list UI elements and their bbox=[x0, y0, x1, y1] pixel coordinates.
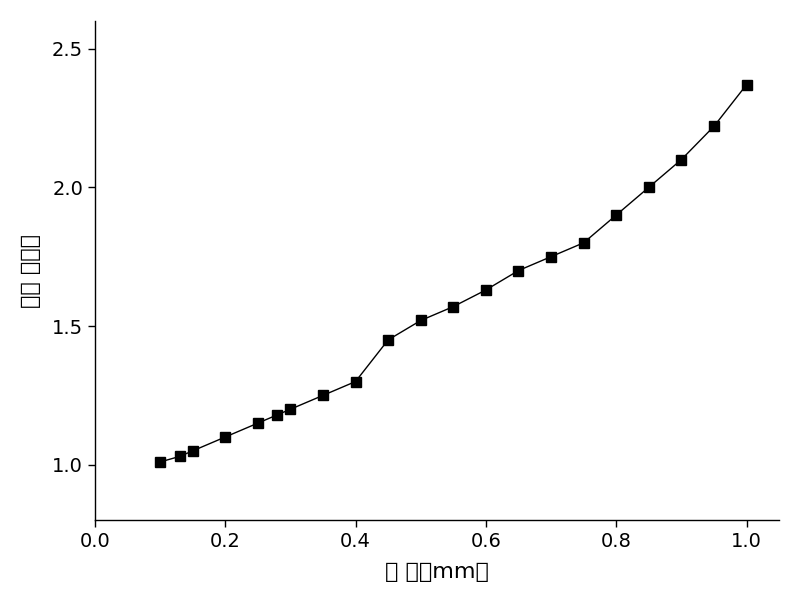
X-axis label: 半 径（mm）: 半 径（mm） bbox=[385, 562, 489, 582]
Y-axis label: 等效 折射率: 等效 折射率 bbox=[21, 233, 41, 308]
